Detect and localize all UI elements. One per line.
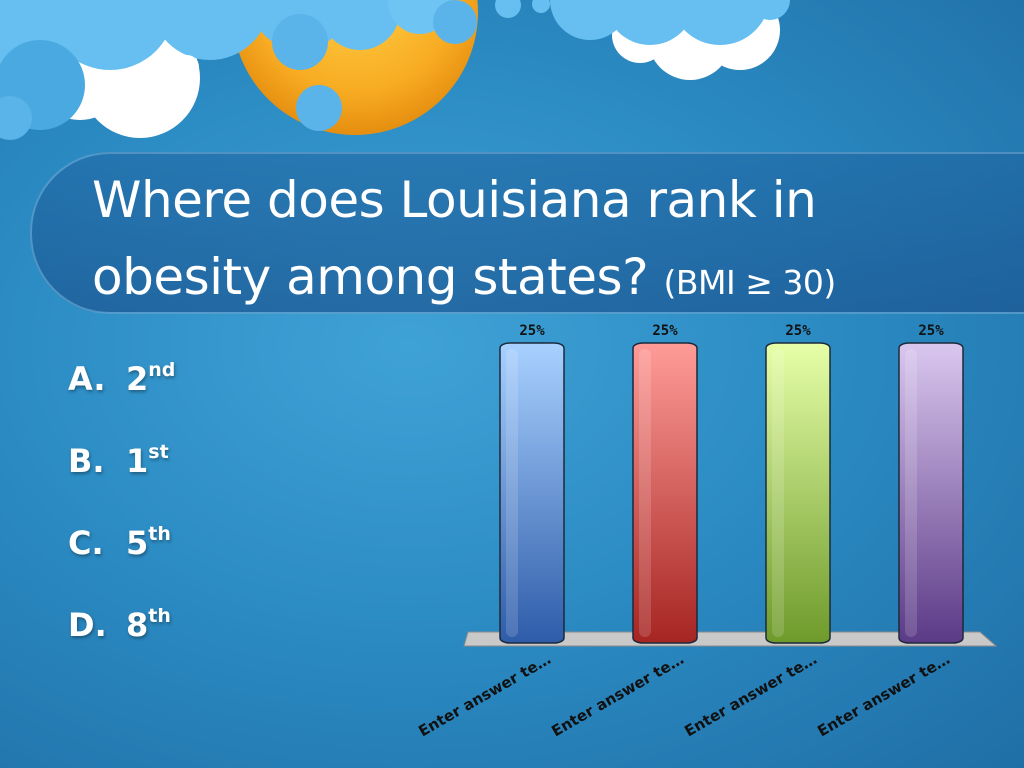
chart-category-label: Enter answer te…: [415, 650, 554, 740]
answer-suffix: nd: [148, 359, 176, 381]
chart-category-label: Enter answer te…: [681, 650, 820, 740]
answer-value: 8: [126, 606, 149, 644]
chart-value-label: 25%: [785, 323, 811, 339]
chart-category-label: Enter answer te…: [814, 650, 953, 740]
answer-value: 1: [126, 442, 149, 480]
answer-option-c: C. 5th: [68, 514, 175, 596]
chart-bar-highlight: [905, 349, 917, 637]
cloud-sun-front: [250, 0, 477, 131]
chart-bar-1: [499, 342, 565, 644]
answer-letter: B.: [68, 442, 105, 480]
answer-value: 2: [126, 360, 149, 398]
answer-suffix: th: [148, 523, 171, 545]
cloud-left: [0, 0, 270, 140]
chart-bar-2: [632, 342, 698, 644]
chart-bar-highlight: [772, 349, 784, 637]
slide-title-line-2: obesity among states?: [92, 248, 649, 306]
answer-value: 5: [126, 524, 149, 562]
answer-letter: D.: [68, 606, 107, 644]
answer-option-b: B. 1st: [68, 432, 175, 514]
chart-value-label: 25%: [652, 323, 678, 339]
chart-value-label: 25%: [918, 323, 944, 339]
cloud-right: [550, 0, 790, 80]
chart-bar-4: [898, 342, 964, 644]
response-bar-chart: 25% Enter answer te… 25% Enter answer te… 25…: [415, 323, 998, 740]
answer-option-a: A. 2nd: [68, 350, 175, 432]
answer-letter: C.: [68, 524, 104, 562]
title-banner: [30, 152, 1024, 314]
chart-bar-highlight: [639, 349, 651, 637]
slide-title-line-2-wrap: obesity among states? (BMI ≥ 30): [92, 239, 992, 321]
chart-bar-3: [765, 342, 831, 644]
answer-option-d: D. 8th: [68, 596, 175, 678]
slide-title-note: (BMI ≥ 30): [663, 263, 837, 302]
answer-letter: A.: [68, 360, 106, 398]
sky-decoration: [0, 0, 790, 140]
answer-list: A. 2nd B. 1st C. 5th D. 8th: [68, 350, 175, 678]
cloud-small-dots: [495, 0, 550, 18]
chart-value-label: 25%: [519, 323, 545, 339]
chart-category-label: Enter answer te…: [548, 650, 687, 740]
answer-suffix: th: [148, 605, 171, 627]
chart-bar-highlight: [506, 349, 518, 637]
slide-title: Where does Louisiana rank in obesity amo…: [92, 162, 992, 321]
slide-title-line-1: Where does Louisiana rank in: [92, 171, 817, 229]
answer-suffix: st: [148, 441, 169, 463]
